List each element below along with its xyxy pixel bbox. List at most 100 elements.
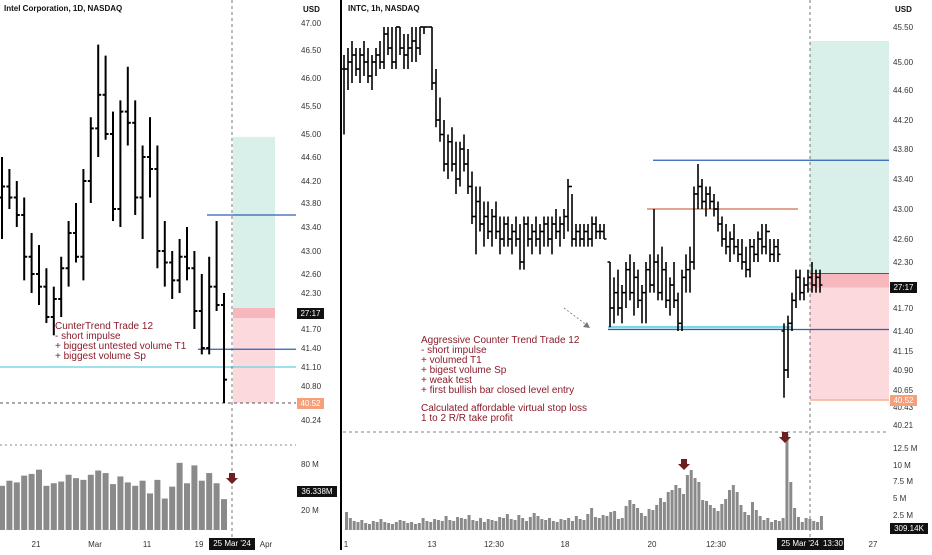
price-axis-tick: 43.00	[301, 247, 322, 256]
time-axis-tick: Mar	[88, 540, 102, 549]
volume-bar	[643, 516, 647, 530]
take-profit-zone	[233, 136, 275, 308]
volume-bar	[705, 501, 709, 530]
right-annotation-line: + volumed T1	[421, 355, 482, 366]
left-date-marker: 25 Mar '24	[209, 538, 255, 550]
volume-bar	[21, 475, 28, 530]
price-axis-tick: 43.40	[893, 175, 914, 184]
pointer-arrowhead-icon	[583, 322, 590, 328]
volume-bar	[65, 474, 72, 530]
volume-bar	[551, 521, 555, 530]
volume-bar	[536, 516, 540, 530]
volume-bar	[429, 522, 433, 530]
volume-bar	[777, 521, 781, 530]
volume-bar	[176, 462, 183, 530]
price-axis-tick: 42.60	[301, 270, 322, 279]
price-axis-tick: 44.60	[893, 86, 914, 95]
volume-bar	[410, 522, 414, 530]
volume-bar	[747, 515, 751, 530]
volume-bar	[728, 490, 731, 530]
volume-bar	[505, 514, 509, 530]
volume-bar	[509, 519, 513, 530]
right-date-marker: 25 Mar '24	[777, 538, 823, 550]
volume-bar	[567, 518, 571, 530]
volume-bar	[639, 513, 643, 530]
volume-bar	[352, 521, 356, 530]
volume-bar	[517, 515, 521, 530]
time-axis-tick: 18	[561, 540, 570, 549]
volume-bar	[348, 518, 352, 530]
volume-bar	[762, 520, 766, 530]
volume-bar	[559, 519, 563, 530]
volume-bar	[58, 481, 65, 530]
volume-bar	[544, 520, 548, 530]
volume-bar	[161, 498, 168, 530]
volume-bar	[87, 474, 94, 530]
volume-marker-arrow-icon	[678, 459, 690, 470]
left-chart[interactable]: 47.00 46.50 46.00 45.50 45.00 44.60 44.20 43.80…	[0, 0, 322, 549]
time-axis-tick: 20	[648, 540, 657, 549]
left-chart-background	[0, 0, 340, 550]
volume-bar	[808, 519, 812, 530]
right-time-marker: 13:30	[822, 538, 844, 550]
price-axis-tick: 41.70	[893, 304, 914, 313]
volume-bar	[712, 508, 716, 530]
volume-bar	[521, 518, 525, 530]
price-axis-tick: 40.80	[301, 382, 322, 391]
time-axis-tick: 12:30	[484, 540, 505, 549]
volume-bar	[632, 504, 636, 530]
price-axis-tick: 47.00	[301, 19, 322, 28]
time-axis-tick: 13	[428, 540, 437, 549]
volume-bar	[73, 478, 79, 530]
volume-bar	[636, 508, 640, 530]
volume-bar	[789, 482, 793, 530]
time-axis-tick: 19	[195, 540, 204, 549]
volume-bar	[605, 516, 609, 530]
volume-bar	[463, 519, 467, 530]
volume-bar	[773, 520, 777, 530]
volume-bar	[498, 517, 502, 530]
price-axis-tick: 44.60	[301, 153, 322, 162]
left-chart-title: Intel Corporation, 1D, NASDAQ	[4, 4, 123, 13]
volume-bar	[578, 519, 582, 530]
volume-bar	[697, 482, 701, 530]
volume-bar	[486, 519, 490, 530]
volume-bar	[781, 518, 785, 530]
volume-bar	[670, 490, 674, 530]
volume-bar	[601, 515, 605, 530]
volume-bar	[754, 510, 758, 530]
volume-bar	[758, 516, 762, 530]
volume-bar	[110, 484, 116, 530]
right-volume-badge: 309.14K	[890, 523, 928, 534]
left-volume-badge: 36.338M	[297, 486, 337, 497]
right-chart[interactable]: 45.50 45.00 44.60 44.20 43.80 43.40 43.00 42.60…	[341, 0, 918, 549]
right-annotation-line: Aggressive Counter Trend Trade 12	[421, 335, 580, 346]
volume-bar	[563, 520, 567, 530]
volume-bar	[139, 480, 146, 530]
volume-bar	[6, 480, 13, 530]
right-annotation-line: + bigest volume Sp	[421, 365, 507, 376]
volume-axis-tick: 7.5 M	[893, 477, 913, 486]
time-axis-tick: 1	[344, 540, 349, 549]
volume-bar	[221, 499, 227, 530]
left-annotation-line: + biggest volume Sp	[55, 351, 146, 362]
volume-bar	[682, 494, 686, 530]
volume-bar	[593, 517, 597, 530]
price-axis-tick: 45.50	[893, 23, 914, 32]
price-axis-tick: 44.20	[893, 116, 914, 125]
left-annotation-line: - short impulse	[55, 331, 121, 342]
volume-bar	[482, 522, 486, 530]
volume-bar	[655, 505, 659, 530]
volume-bar	[345, 512, 348, 530]
volume-axis-tick: 2.5 M	[893, 511, 913, 520]
volume-axis-tick: 10 M	[893, 461, 911, 470]
left-countdown-badge: 27:17	[297, 308, 324, 319]
volume-bar	[198, 480, 205, 530]
volume-bar	[743, 512, 747, 530]
right-annotation: Aggressive Counter Trend Trade 12 - shor…	[421, 336, 587, 424]
price-axis-tick: 41.40	[301, 344, 322, 353]
volume-bar	[812, 521, 816, 530]
volume-bar	[398, 520, 402, 530]
volume-bar	[452, 521, 456, 530]
